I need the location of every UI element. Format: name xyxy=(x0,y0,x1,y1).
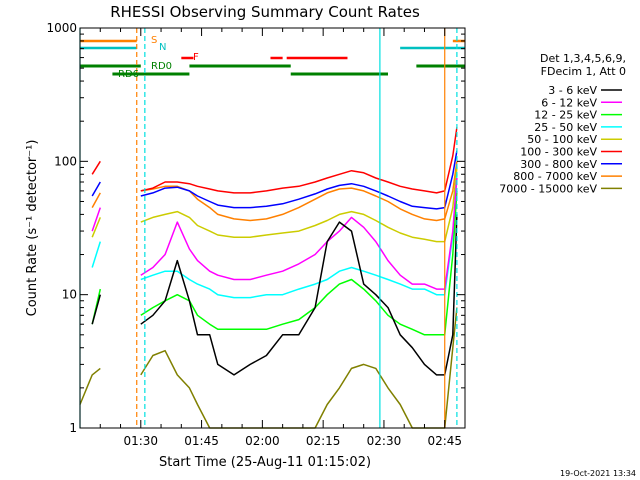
flag-label-rd0: RD0 xyxy=(151,61,172,72)
x-axis-label: Start Time (25-Aug-11 01:15:02) xyxy=(159,455,371,470)
x-tick-label: 02:15 xyxy=(306,434,341,448)
legend-header: FDecim 1, Att 0 xyxy=(541,65,626,78)
series-line xyxy=(91,150,458,210)
legend: Det 1,3,4,5,6,9,FDecim 1, Att 0 3 - 6 keV… xyxy=(499,52,626,195)
series-line xyxy=(91,174,458,299)
chart-title: RHESSI Observing Summary Count Rates xyxy=(110,3,420,21)
flag-label-rd6: RD6 xyxy=(118,69,139,80)
legend-label: 7000 - 15000 keV xyxy=(499,182,597,195)
legend-label: 50 - 100 keV xyxy=(527,133,597,146)
flag-label-f: F xyxy=(193,52,199,63)
series-lines xyxy=(79,127,458,429)
series-line xyxy=(91,177,458,290)
generated-timestamp: 19-Oct-2021 13:34 xyxy=(560,469,636,478)
legend-label: 3 - 6 keV xyxy=(548,84,597,97)
legend-label: 100 - 300 keV xyxy=(520,146,597,159)
legend-label: 6 - 12 keV xyxy=(541,96,597,109)
series-line xyxy=(91,214,458,376)
legend-label: 25 - 50 keV xyxy=(534,121,597,134)
flag-label-s: S xyxy=(151,35,157,46)
series-line xyxy=(91,161,458,222)
y-axis-label: Count Rate (s⁻¹ detector⁻¹) xyxy=(25,140,40,317)
legend-label: 300 - 800 keV xyxy=(520,158,597,171)
y-tick-label: 1 xyxy=(69,421,77,435)
plot-frame xyxy=(79,27,466,429)
x-tick-label: 02:30 xyxy=(367,434,402,448)
y-tick-label: 100 xyxy=(54,154,77,168)
flag-label-n: N xyxy=(159,42,166,53)
y-tick-label: 10 xyxy=(62,288,77,302)
x-tick-label: 02:00 xyxy=(245,434,280,448)
series-line xyxy=(91,167,458,243)
legend-header: Det 1,3,4,5,6,9, xyxy=(540,52,626,65)
series-line xyxy=(91,190,458,336)
y-tick-label: 1000 xyxy=(46,21,77,35)
series-line xyxy=(91,127,458,194)
axis-ticks: 1 10 100 1000 01:30 01:45 02:00 02:15 02:30 02:45 xyxy=(46,21,466,448)
legend-label: 800 - 7000 keV xyxy=(513,170,597,183)
x-tick-label: 01:30 xyxy=(123,434,158,448)
legend-label: 12 - 25 keV xyxy=(534,109,597,122)
flag-bars: SN F RD0 RD6 xyxy=(79,28,465,428)
x-tick-label: 02:45 xyxy=(427,434,462,448)
x-tick-label: 01:45 xyxy=(184,434,219,448)
